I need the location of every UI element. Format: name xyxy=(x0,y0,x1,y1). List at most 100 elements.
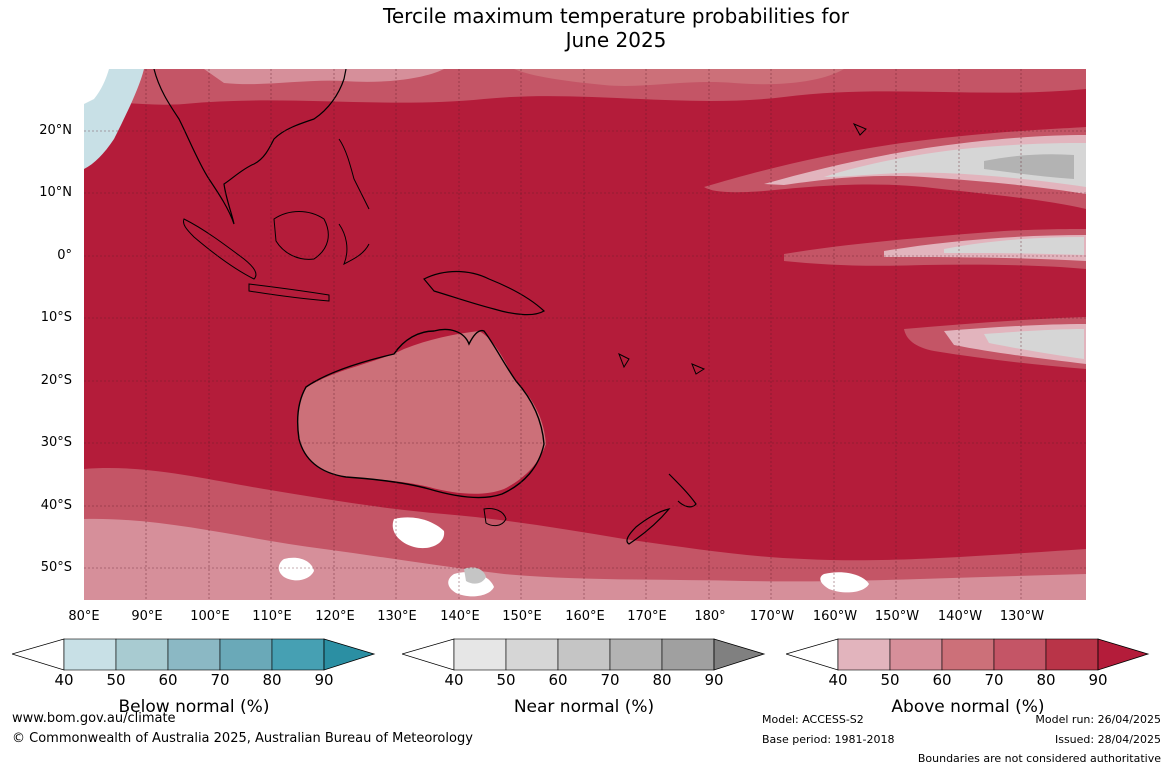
colorbar-near-swatch-4 xyxy=(661,638,715,671)
coastline-philippines xyxy=(338,138,370,210)
colorbar-below-swatch-1 xyxy=(115,638,169,671)
lon-label-100e: 100°E xyxy=(190,609,230,624)
footer-base-period: Base period: 1981-2018 xyxy=(762,733,895,746)
colorbar-near-tick: 40 xyxy=(444,671,464,689)
region-no-signal-south-3 xyxy=(278,557,314,581)
lat-label-0: 0° xyxy=(57,248,72,263)
colorbar-near-tick: 80 xyxy=(652,671,672,689)
lon-label-130w: 130°W xyxy=(999,609,1045,624)
colorbar-below-tick: 80 xyxy=(262,671,282,689)
lat-label-10s: 10°S xyxy=(40,310,72,325)
map-svg xyxy=(84,69,1086,600)
region-near-60-south xyxy=(464,567,486,584)
coastline-se-asia xyxy=(153,69,347,225)
region-above-50 xyxy=(204,69,444,85)
colorbar-near-title: Near normal (%) xyxy=(513,697,655,717)
coastline-sulawesi xyxy=(338,223,370,266)
colorbar-near-lower-arrow xyxy=(402,638,455,671)
lat-label-20n: 20°N xyxy=(39,123,72,138)
lon-label-180: 180° xyxy=(694,609,726,624)
region-above-60 xyxy=(514,69,844,86)
footer-website[interactable]: www.bom.gov.au/climate xyxy=(12,711,176,726)
colorbar-above-tick: 40 xyxy=(828,671,848,689)
colorbar-below-swatch-2 xyxy=(167,638,221,671)
coastline-sumatra xyxy=(183,218,257,280)
coastline-australia xyxy=(297,328,545,499)
colorbar-above-tick: 80 xyxy=(1036,671,1056,689)
colorbar-near-swatch-3 xyxy=(609,638,663,671)
colorbar-above-tick: 50 xyxy=(880,671,900,689)
colorbar-above-swatch-4 xyxy=(1045,638,1099,671)
lon-label-150e: 150°E xyxy=(502,609,542,624)
colorbar-above-swatch-1 xyxy=(889,638,943,671)
coastline-nz-south xyxy=(626,508,671,545)
colorbar-above-swatch-2 xyxy=(941,638,995,671)
coastline-nz-north xyxy=(668,473,697,508)
lat-label-50s: 50°S xyxy=(40,560,72,575)
lon-label-90e: 90°E xyxy=(131,609,163,624)
footer-disclaimer: Boundaries are not considered authoritat… xyxy=(917,752,1161,765)
lat-label-20s: 20°S xyxy=(40,373,72,388)
region-no-signal xyxy=(84,69,109,104)
lon-label-130e: 130°E xyxy=(377,609,417,624)
colorbar-above-tick: 70 xyxy=(984,671,1004,689)
colorbar-below-tick: 60 xyxy=(158,671,178,689)
colorbar-below-upper-arrow xyxy=(323,638,376,671)
colorbar-above-lower-arrow xyxy=(786,638,839,671)
title-line-2: June 2025 xyxy=(565,28,667,52)
colorbar-above-tick: 90 xyxy=(1088,671,1108,689)
colorbar-near-swatch-1 xyxy=(505,638,559,671)
colorbar-above-upper-arrow xyxy=(1097,638,1150,671)
colorbar-below-lower-arrow xyxy=(12,638,65,671)
coastline-borneo xyxy=(273,211,329,260)
lat-label-10n: 10°N xyxy=(39,185,72,200)
colorbar-below-swatch-4 xyxy=(271,638,325,671)
lon-label-110e: 110°E xyxy=(252,609,292,624)
colorbar-below-tick: 50 xyxy=(106,671,126,689)
lon-label-150w: 150°W xyxy=(874,609,920,624)
lon-label-120e: 120°E xyxy=(315,609,355,624)
coastline-java xyxy=(248,283,330,302)
colorbar-below-tick: 70 xyxy=(210,671,230,689)
lon-label-160e: 160°E xyxy=(565,609,605,624)
graticule xyxy=(84,69,1086,600)
colorbar-near-swatch-2 xyxy=(557,638,611,671)
probability-map xyxy=(84,69,1086,600)
region-above-60-australia xyxy=(297,331,546,494)
colorbar-near-tick: 60 xyxy=(548,671,568,689)
region-above-50-south xyxy=(84,518,1086,600)
footer-model: Model: ACCESS-S2 xyxy=(762,713,864,726)
coastline-new-guinea xyxy=(423,270,545,316)
lon-label-80e: 80°E xyxy=(68,609,100,624)
lon-label-170w: 170°W xyxy=(749,609,795,624)
region-no-signal-south-4 xyxy=(820,572,869,593)
colorbar-below-title: Below normal (%) xyxy=(118,697,270,717)
coastline-tasmania xyxy=(483,508,507,527)
colorbar-near-tick: 90 xyxy=(704,671,724,689)
island-vanuatu xyxy=(618,352,630,369)
map-title: Tercile maximum temperature probabilitie… xyxy=(0,4,1173,52)
lat-label-30s: 30°S xyxy=(40,435,72,450)
colorbar-near-swatch-0 xyxy=(453,638,507,671)
region-no-signal-south-1 xyxy=(392,517,445,549)
colorbar-below-swatch-3 xyxy=(219,638,273,671)
footer-issued: Issued: 28/04/2025 xyxy=(1054,733,1161,746)
colorbar-above-title: Above normal (%) xyxy=(891,697,1045,717)
region-below-40 xyxy=(84,69,144,169)
colorbar-near-normal xyxy=(402,638,766,671)
colorbar-near-tick: 50 xyxy=(496,671,516,689)
title-line-1: Tercile maximum temperature probabilitie… xyxy=(383,4,849,28)
island-hawaii xyxy=(852,122,867,136)
colorbar-near-tick: 70 xyxy=(600,671,620,689)
lat-label-40s: 40°S xyxy=(40,498,72,513)
lon-label-140e: 140°E xyxy=(440,609,480,624)
colorbar-near-upper-arrow xyxy=(713,638,766,671)
colorbar-above-normal xyxy=(786,638,1150,671)
colorbar-below-swatch-0 xyxy=(63,638,117,671)
footer-copyright: © Commonwealth of Australia 2025, Austra… xyxy=(12,731,473,746)
colorbar-above-swatch-3 xyxy=(993,638,1047,671)
colorbar-above-swatch-0 xyxy=(837,638,891,671)
colorbar-below-normal xyxy=(12,638,376,671)
lon-label-140w: 140°W xyxy=(937,609,983,624)
lon-label-160w: 160°W xyxy=(812,609,858,624)
